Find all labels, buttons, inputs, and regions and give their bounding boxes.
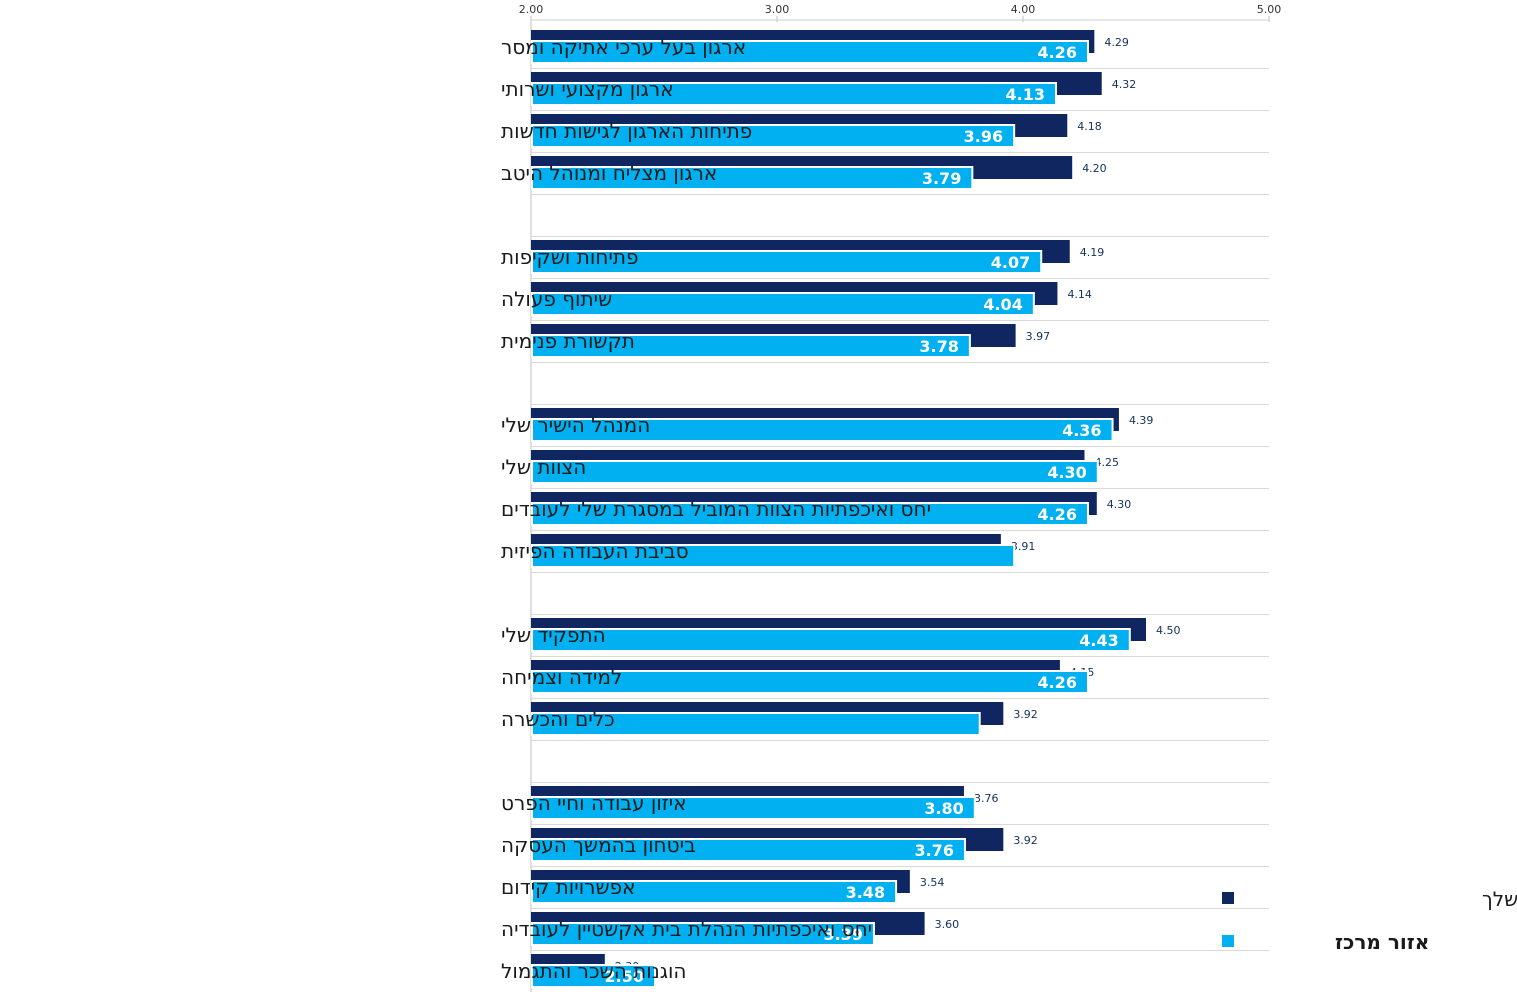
bar-series-2 [531, 628, 1131, 652]
data-label-series-1: 3.54 [920, 876, 945, 889]
x-tick-label: 4.00 [1011, 3, 1036, 16]
legend-label-series-1: כלל הארגון ללא האזור שלך [1482, 887, 1517, 911]
category-label: תקשורת פנימית [501, 329, 635, 353]
data-label-series-1: 3.60 [935, 918, 960, 931]
legend-swatch-series-1 [1222, 892, 1234, 904]
data-label-series-2: 3.79 [922, 169, 961, 188]
x-axis-ticks: 2.00 3.00 4.00 5.00 [519, 3, 1282, 16]
data-label-series-1: 4.20 [1082, 162, 1107, 175]
data-label-series-2: 4.36 [1062, 421, 1101, 440]
data-label-series-2: 3.78 [919, 337, 958, 356]
category-labels: ארגון בעל ערכי אתיקה ומסר ארגון מקצועי וש… [501, 35, 931, 983]
category-label: ארגון מצליח ומנוהל היטב [501, 161, 717, 185]
x-tick-label: 5.00 [1257, 3, 1282, 16]
data-label-series-2: 4.43 [1079, 631, 1118, 650]
data-label-series-2: 3.96 [964, 127, 1003, 146]
data-label-series-2: 4.26 [1037, 505, 1076, 524]
bars-layer: 4.29 4.26 4.32 4.13 4.18 3.96 4.20 3.79 4.19 4.07… [531, 30, 1181, 988]
bar-series-2 [531, 82, 1057, 106]
data-label-series-1: 4.50 [1156, 624, 1181, 637]
data-label-series-1: 4.18 [1077, 120, 1102, 133]
data-label-series-1: 4.25 [1095, 456, 1120, 469]
data-label-series-2: 4.04 [983, 295, 1022, 314]
bar-series-2 [531, 838, 966, 862]
data-label-series-1: 3.92 [1013, 708, 1038, 721]
data-label-series-2: 3.76 [914, 841, 953, 860]
category-label: יחס ואיכפתיות הנהלת בית אקשטיין לעובדיה [501, 917, 872, 941]
x-tick-label: 2.00 [519, 3, 544, 16]
bar-series-2 [531, 712, 981, 736]
category-label: הוגנות השכר והתגמול [501, 959, 686, 983]
bar-series-2 [531, 460, 1099, 484]
bar-series-2 [531, 880, 898, 904]
bar-series-2 [531, 796, 976, 820]
data-label-series-2: 4.07 [991, 253, 1030, 272]
bar-series-2 [531, 418, 1114, 442]
category-label: איזון עבודה וחיי הפרט [501, 791, 687, 815]
category-label: ארגון מקצועי ושרותי [501, 77, 674, 101]
bar-series-2 [531, 922, 875, 946]
grid-layer [530, 16, 1270, 992]
category-label: הצוות שלי [501, 455, 586, 479]
data-label-series-2: 4.13 [1005, 85, 1044, 104]
legend-label-series-2: אזור מרכז [1335, 930, 1429, 954]
x-tick-label: 3.00 [765, 3, 790, 16]
bar-series-2 [531, 502, 1089, 526]
data-label-series-2: 4.26 [1037, 673, 1076, 692]
category-label: פתיחות ושקיפות [501, 245, 639, 269]
data-label-series-1: 4.14 [1067, 288, 1092, 301]
data-label-series-2: 3.39 [823, 925, 862, 944]
bar-series-2 [531, 124, 1016, 148]
bar-series-2 [531, 964, 656, 988]
data-label-series-1: 3.97 [1026, 330, 1051, 343]
bar-series-2 [531, 166, 974, 190]
data-label-series-1: 3.91 [1011, 540, 1036, 553]
category-label: התפקיד שלי [501, 623, 606, 647]
category-label: למידה וצמיחה [501, 665, 622, 689]
category-label: כלים והכשרה [501, 707, 615, 731]
data-label-series-1: 4.30 [1107, 498, 1132, 511]
bar-series-2 [531, 40, 1089, 64]
category-label: אפשרויות קידום [501, 875, 636, 899]
category-label: שיתוף פעולה [501, 287, 612, 311]
data-label-series-2: 4.26 [1037, 43, 1076, 62]
data-label-series-1: 3.92 [1013, 834, 1038, 847]
category-label: סביבת העבודה הפיזית [501, 539, 689, 563]
data-label-series-1: 3.76 [974, 792, 999, 805]
data-label-series-1: 4.29 [1104, 36, 1129, 49]
data-label-series-2: 3.80 [924, 799, 963, 818]
category-label: יחס ואיכפתיות הצוות המוביל במסגרת שלי לע… [501, 497, 931, 521]
data-label-series-2: 3.48 [846, 883, 885, 902]
bar-series-2 [531, 670, 1089, 694]
data-label-series-2: 2.50 [605, 967, 644, 986]
bar-series-2 [531, 250, 1043, 274]
category-label: המנהל הישיר שלי [501, 413, 650, 437]
legend-swatch-series-2 [1222, 935, 1234, 947]
category-label: ארגון בעל ערכי אתיקה ומסר [501, 35, 746, 59]
category-label: פתיחות הארגון לגישות חדשות [501, 119, 752, 143]
data-label-series-1: 4.19 [1080, 246, 1105, 259]
legend: כלל הארגון ללא האזור שלך אזור מרכז [1222, 887, 1517, 954]
bar-series-2 [531, 334, 971, 358]
bar-series-2 [531, 544, 1016, 568]
data-label-series-1: 4.32 [1112, 78, 1137, 91]
data-label-series-1: 4.39 [1129, 414, 1154, 427]
category-label: ביטחון בהמשך העסקה [501, 833, 696, 857]
bar-series-2 [531, 292, 1035, 316]
data-label-series-2: 4.30 [1047, 463, 1086, 482]
